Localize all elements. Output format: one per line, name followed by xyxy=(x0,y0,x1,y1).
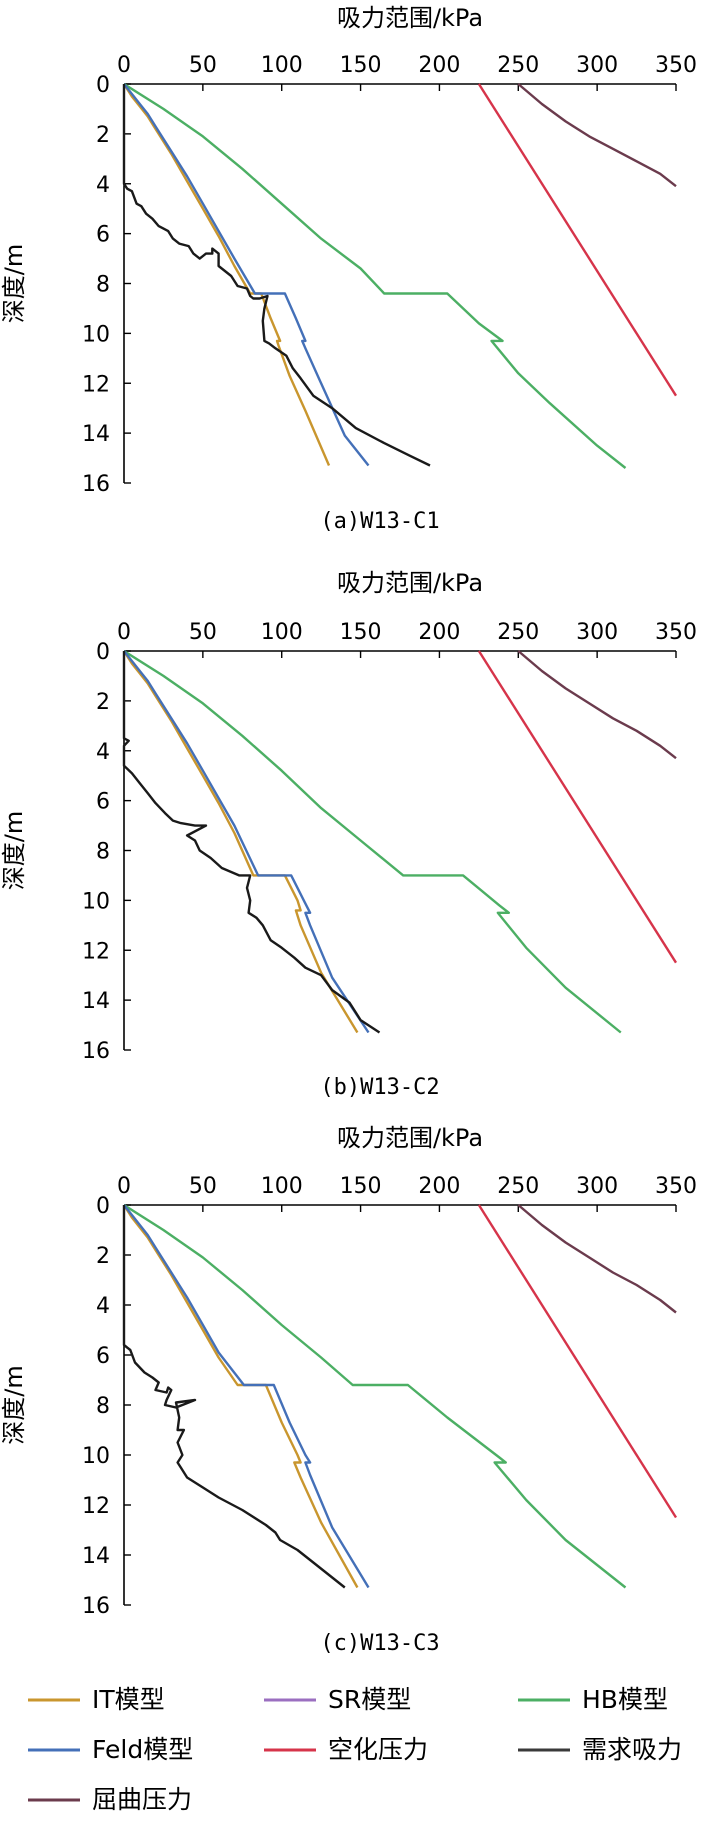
x-tick-label: 300 xyxy=(576,620,618,645)
series-line-6 xyxy=(517,83,677,188)
y-tick-label: 16 xyxy=(82,472,110,497)
x-tick-label: 50 xyxy=(189,1174,217,1199)
series-line-2 xyxy=(123,649,622,1034)
x-tick-label: 100 xyxy=(261,53,303,78)
series-line-5 xyxy=(122,84,431,467)
y-tick-label: 14 xyxy=(82,989,110,1014)
x-tick-label: 0 xyxy=(117,620,131,645)
y-tick-label: 4 xyxy=(96,740,110,765)
x-tick-label: 250 xyxy=(497,53,539,78)
y-tick-label: 2 xyxy=(96,1244,110,1269)
series-line-0 xyxy=(122,1204,359,1589)
panel-caption: (b)W13-C2 xyxy=(320,1075,439,1100)
y-tick-label: 6 xyxy=(96,223,110,248)
x-tick-label: 200 xyxy=(418,1174,460,1199)
x-tick-label: 300 xyxy=(576,53,618,78)
legend-label: 空化压力 xyxy=(328,1735,428,1764)
x-axis-title: 吸力范围/kPa xyxy=(337,1124,483,1152)
y-tick-label: 4 xyxy=(96,1294,110,1319)
panel-caption: (a)W13-C1 xyxy=(320,509,439,534)
x-tick-label: 150 xyxy=(340,1174,382,1199)
series-line-3 xyxy=(123,1204,370,1589)
x-tick-label: 350 xyxy=(655,1174,697,1199)
y-tick-label: 10 xyxy=(82,322,110,347)
series-line-6 xyxy=(517,650,677,760)
series-line-5 xyxy=(122,651,381,1034)
legend-item: 屈曲压力 xyxy=(28,1785,192,1814)
legend-item: Feld模型 xyxy=(28,1735,193,1764)
legend-label: SR模型 xyxy=(328,1685,411,1714)
y-tick-label: 8 xyxy=(96,840,110,865)
y-tick-label: 0 xyxy=(96,73,110,98)
x-tick-label: 50 xyxy=(189,53,217,78)
series-line-4 xyxy=(477,83,678,397)
y-tick-label: 14 xyxy=(82,1544,110,1569)
x-axis-title: 吸力范围/kPa xyxy=(337,569,483,597)
x-tick-label: 250 xyxy=(497,620,539,645)
series-line-3 xyxy=(123,83,370,467)
y-tick-label: 12 xyxy=(82,1494,110,1519)
y-tick-label: 8 xyxy=(96,273,110,298)
legend-item: 需求吸力 xyxy=(518,1735,682,1764)
legend-item: 空化压力 xyxy=(264,1735,428,1764)
y-tick-label: 6 xyxy=(96,1344,110,1369)
series-line-5 xyxy=(122,1205,346,1589)
y-tick-label: 6 xyxy=(96,790,110,815)
y-tick-label: 14 xyxy=(82,422,110,447)
y-tick-label: 2 xyxy=(96,690,110,715)
y-axis-title: 深度/m xyxy=(0,811,28,890)
x-tick-label: 300 xyxy=(576,1174,618,1199)
series-line-0 xyxy=(122,83,331,466)
x-tick-label: 100 xyxy=(261,620,303,645)
series-line-2 xyxy=(123,1203,627,1589)
series-line-0 xyxy=(122,650,359,1034)
legend-item: HB模型 xyxy=(518,1685,668,1714)
x-tick-label: 0 xyxy=(117,1174,131,1199)
series-line-4 xyxy=(477,1204,678,1519)
x-tick-label: 200 xyxy=(418,53,460,78)
y-tick-label: 12 xyxy=(82,939,110,964)
y-tick-label: 16 xyxy=(82,1039,110,1064)
legend-label: Feld模型 xyxy=(92,1735,193,1764)
y-tick-label: 0 xyxy=(96,1194,110,1219)
x-tick-label: 100 xyxy=(261,1174,303,1199)
y-tick-label: 12 xyxy=(82,372,110,397)
y-tick-label: 4 xyxy=(96,173,110,198)
legend-item: IT模型 xyxy=(28,1685,165,1714)
chart-panel-3: 吸力范围/kPa 深度/m 0 50 100 150 200 250 300 350 0 2 4 6 8 10… xyxy=(0,1124,697,1656)
x-axis-title: 吸力范围/kPa xyxy=(337,4,483,32)
x-tick-label: 150 xyxy=(340,620,382,645)
x-tick-label: 150 xyxy=(340,53,382,78)
legend-label: 需求吸力 xyxy=(582,1735,682,1764)
x-tick-label: 250 xyxy=(497,1174,539,1199)
y-axis-title: 深度/m xyxy=(0,244,28,323)
x-tick-label: 350 xyxy=(655,620,697,645)
y-axis-title: 深度/m xyxy=(0,1365,28,1444)
chart-panel-2: 吸力范围/kPa 深度/m 0 50 100 150 200 250 300 350 0 2 4 6 8 10… xyxy=(0,569,697,1100)
legend-item: SR模型 xyxy=(264,1685,411,1714)
chart-panel-1: 吸力范围/kPa 深度/m 0 50 100 150 200 250 300 350 0 2 4 6 8 10… xyxy=(0,4,697,534)
x-tick-label: 200 xyxy=(418,620,460,645)
y-tick-label: 10 xyxy=(82,1444,110,1469)
y-tick-label: 16 xyxy=(82,1594,110,1619)
x-tick-label: 0 xyxy=(117,53,131,78)
series-line-4 xyxy=(477,650,678,964)
legend-label: IT模型 xyxy=(92,1685,165,1714)
series-line-3 xyxy=(123,650,370,1034)
y-tick-label: 10 xyxy=(82,889,110,914)
x-tick-label: 350 xyxy=(655,53,697,78)
y-tick-label: 0 xyxy=(96,640,110,665)
y-tick-label: 8 xyxy=(96,1394,110,1419)
legend-label: HB模型 xyxy=(582,1685,668,1714)
x-tick-label: 50 xyxy=(189,620,217,645)
series-line-6 xyxy=(517,1204,677,1314)
y-tick-label: 2 xyxy=(96,123,110,148)
panel-caption: (c)W13-C3 xyxy=(320,1631,439,1656)
legend-label: 屈曲压力 xyxy=(92,1785,192,1814)
series-line-2 xyxy=(123,82,627,469)
